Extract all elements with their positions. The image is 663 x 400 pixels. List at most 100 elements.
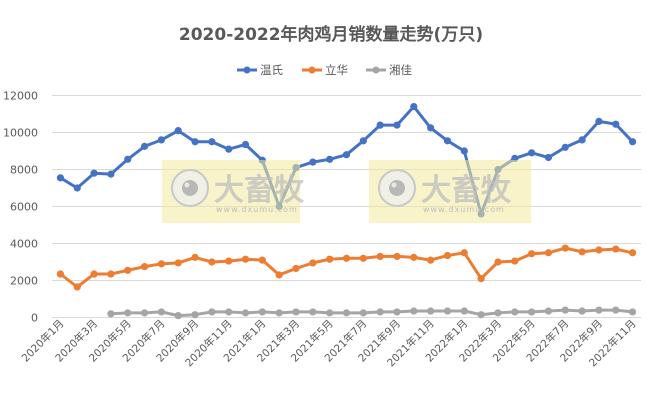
data-point [174,259,182,267]
data-point [309,308,317,316]
data-point [225,308,233,316]
data-point [511,257,519,265]
data-point [359,137,367,145]
data-point [258,308,266,316]
legend-label: 温氏 [260,63,283,77]
data-point [292,308,300,316]
x-axis: 2020年1月2020年3月2020年5月2020年7月2020年9月2020年… [19,317,639,369]
data-point [359,254,367,262]
data-point [544,153,553,162]
data-point [73,283,81,291]
legend: 温氏 立华 湘佳 [237,63,412,77]
data-point [376,252,384,261]
data-point [342,151,351,159]
data-point [578,307,586,315]
data-point [208,258,216,266]
watermark-text: 大畜牧 [214,173,305,208]
data-point [124,266,132,274]
data-point [191,138,199,146]
data-point [393,121,401,129]
data-point [494,309,502,317]
data-point [595,246,603,254]
y-tick-label: 4000 [10,238,38,251]
watermark-text: 大畜牧 [421,173,512,208]
series-温氏 [56,103,637,218]
y-axis: 0 2000 4000 6000 8000 10000 12000 [3,90,38,325]
y-tick-label: 8000 [10,164,38,177]
data-point [628,249,637,257]
data-point [612,306,620,314]
data-point [124,155,132,163]
data-point [191,253,199,261]
data-point [494,258,502,266]
data-point [443,137,452,145]
data-point [376,308,384,316]
data-point [326,309,334,317]
data-point [410,253,418,261]
y-tick-label: 0 [31,312,38,325]
data-point [578,248,586,256]
data-point [393,252,401,261]
data-point [275,309,283,317]
data-point [393,308,401,316]
data-point [376,121,384,129]
data-point [174,127,182,135]
legend-item-湘佳: 湘佳 [366,63,412,77]
data-point [140,309,149,317]
data-point [460,307,468,315]
data-point [595,117,603,125]
data-point [56,270,65,278]
data-point [90,270,98,278]
data-point [628,308,637,316]
data-point [225,257,233,265]
data-point [56,174,65,182]
y-tick-label: 2000 [10,275,38,288]
data-point [309,158,317,166]
data-point [157,308,165,316]
data-point [427,124,435,132]
data-point [460,147,468,155]
data-point [107,170,115,178]
data-point [241,255,250,263]
data-point [309,259,317,267]
data-point [578,136,586,144]
series-lines [56,103,637,320]
watermark-url: www.dxumu.com [423,205,505,214]
data-point [241,140,250,149]
legend-item-立华: 立华 [302,63,348,77]
data-point [208,308,216,316]
data-point [258,256,266,264]
data-point [477,275,485,283]
watermark-url: www.dxumu.com [216,205,298,214]
y-tick-label: 10000 [3,127,38,140]
data-point [208,138,216,146]
data-point [90,169,98,177]
data-point [443,251,452,260]
data-point [140,263,149,271]
data-point [174,312,182,320]
data-point [326,155,334,163]
data-point [225,145,233,153]
data-point [410,103,418,111]
data-point [427,256,435,264]
data-point [595,306,603,314]
data-point [342,309,351,317]
y-tick-label: 12000 [3,90,38,103]
data-point [561,244,569,252]
legend-item-温氏: 温氏 [237,63,283,77]
legend-label: 湘佳 [389,63,412,77]
data-point [528,308,536,316]
data-point [528,149,536,157]
data-point [292,264,300,273]
data-point [107,270,115,278]
series-line [110,308,633,318]
series-湘佳 [107,306,637,320]
data-point [359,309,367,317]
data-point [528,250,536,258]
chart-title: 2020-2022年肉鸡月销数量走势(万只) [179,24,483,45]
data-point [477,311,485,319]
legend-label: 立华 [325,63,348,77]
